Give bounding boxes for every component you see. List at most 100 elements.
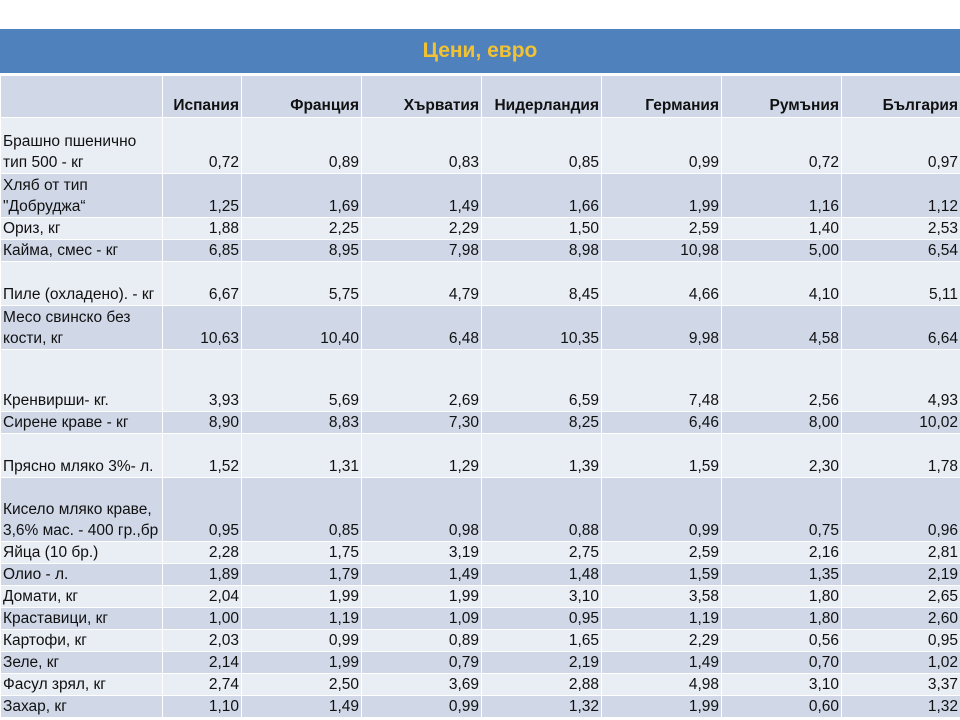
- price-cell: 1,49: [361, 563, 482, 586]
- product-name-cell: Захар, кг: [0, 695, 163, 718]
- price-cell: 3,93: [162, 349, 242, 412]
- price-cell: 0,75: [721, 477, 842, 542]
- price-cell: 2,50: [241, 673, 362, 696]
- price-cell: 10,98: [601, 239, 722, 262]
- price-cell: 8,95: [241, 239, 362, 262]
- price-cell: 4,58: [721, 305, 842, 350]
- price-cell: 1,65: [481, 629, 602, 652]
- price-cell: 4,93: [841, 349, 960, 412]
- price-cell: 2,65: [841, 585, 960, 608]
- product-name-cell: Прясно мляко 3%- л.: [0, 433, 163, 478]
- price-cell: 1,59: [601, 563, 722, 586]
- product-name-cell: Домати, кг: [0, 585, 163, 608]
- price-cell: 2,75: [481, 541, 602, 564]
- price-cell: 5,00: [721, 239, 842, 262]
- price-cell: 1,00: [162, 607, 242, 630]
- price-cell: 8,25: [481, 411, 602, 434]
- product-name-cell: Яйца (10 бр.): [0, 541, 163, 564]
- price-cell: 3,69: [361, 673, 482, 696]
- table-row: Картофи, кг 2,03 0,99 0,89 1,65 2,29 0,56 0,95: [0, 629, 960, 652]
- price-cell: 3,58: [601, 585, 722, 608]
- price-cell: 0,88: [481, 477, 602, 542]
- price-cell: 2,81: [841, 541, 960, 564]
- price-cell: 1,40: [721, 217, 842, 240]
- price-cell: 2,56: [721, 349, 842, 412]
- product-name-cell: Кисело мляко краве, 3,6% мас. - 400 гр.,…: [0, 477, 163, 542]
- column-header-spain: Испания: [162, 75, 242, 118]
- product-name-cell: Пиле (охладено). - кг: [0, 261, 163, 306]
- price-cell: 2,28: [162, 541, 242, 564]
- header-row: Испания Франция Хърватия Нидерландия Гер…: [0, 75, 960, 118]
- price-cell: 0,99: [601, 477, 722, 542]
- price-cell: 1,32: [841, 695, 960, 718]
- price-cell: 1,10: [162, 695, 242, 718]
- price-cell: 10,02: [841, 411, 960, 434]
- table-row: Ориз, кг 1,88 2,25 2,29 1,50 2,59 1,40 2,53: [0, 217, 960, 240]
- product-name-cell: Брашно пшенично тип 500 - кг: [0, 117, 163, 174]
- price-cell: 1,80: [721, 585, 842, 608]
- price-cell: 0,60: [721, 695, 842, 718]
- column-header-netherlands: Нидерландия: [481, 75, 602, 118]
- product-name-cell: Олио - л.: [0, 563, 163, 586]
- price-cell: 0,99: [361, 695, 482, 718]
- price-cell: 1,48: [481, 563, 602, 586]
- price-cell: 5,69: [241, 349, 362, 412]
- product-name-cell: Месо свинско без кости, кг: [0, 305, 163, 350]
- price-cell: 6,85: [162, 239, 242, 262]
- price-cell: 2,60: [841, 607, 960, 630]
- table-row: Кисело мляко краве, 3,6% мас. - 400 гр.,…: [0, 477, 960, 542]
- price-cell: 2,30: [721, 433, 842, 478]
- product-name-cell: Фасул зрял, кг: [0, 673, 163, 696]
- price-cell: 1,25: [162, 173, 242, 218]
- price-cell: 6,48: [361, 305, 482, 350]
- price-cell: 0,56: [721, 629, 842, 652]
- price-cell: 1,32: [481, 695, 602, 718]
- column-header-product: [0, 75, 163, 118]
- price-cell: 6,64: [841, 305, 960, 350]
- price-cell: 0,95: [162, 477, 242, 542]
- price-cell: 1,39: [481, 433, 602, 478]
- price-table: Испания Франция Хърватия Нидерландия Гер…: [0, 75, 960, 718]
- price-cell: 2,69: [361, 349, 482, 412]
- table-row: Фасул зрял, кг 2,74 2,50 3,69 2,88 4,98 3,10 3,…: [0, 673, 960, 696]
- price-cell: 0,83: [361, 117, 482, 174]
- table-row: Краставици, кг 1,00 1,19 1,09 0,95 1,19 1,80 2,…: [0, 607, 960, 630]
- price-cell: 1,52: [162, 433, 242, 478]
- price-cell: 8,98: [481, 239, 602, 262]
- title-bar: Цени, евро: [0, 29, 960, 73]
- price-cell: 0,89: [241, 117, 362, 174]
- table-row: Пиле (охладено). - кг 6,67 5,75 4,79 8,45 4,6…: [0, 261, 960, 306]
- price-cell: 1,99: [361, 585, 482, 608]
- price-cell: 0,97: [841, 117, 960, 174]
- table-row: Яйца (10 бр.) 2,28 1,75 3,19 2,75 2,59 2,16 2,8…: [0, 541, 960, 564]
- table-row: Домати, кг 2,04 1,99 1,99 3,10 3,58 1,80 2,65: [0, 585, 960, 608]
- price-cell: 1,50: [481, 217, 602, 240]
- price-cell: 1,16: [721, 173, 842, 218]
- product-name-cell: Кренвирши- кг.: [0, 349, 163, 412]
- column-header-croatia: Хърватия: [361, 75, 482, 118]
- price-cell: 0,72: [162, 117, 242, 174]
- price-cell: 1,89: [162, 563, 242, 586]
- price-cell: 0,85: [241, 477, 362, 542]
- price-cell: 1,99: [241, 651, 362, 674]
- price-cell: 2,19: [481, 651, 602, 674]
- price-cell: 0,99: [601, 117, 722, 174]
- price-cell: 0,79: [361, 651, 482, 674]
- price-cell: 2,19: [841, 563, 960, 586]
- price-cell: 1,49: [241, 695, 362, 718]
- page-title: Цени, евро: [422, 39, 538, 62]
- table-row: Сирене краве - кг 8,90 8,83 7,30 8,25 6,46 8,0…: [0, 411, 960, 434]
- price-cell: 2,29: [601, 629, 722, 652]
- price-cell: 1,99: [241, 585, 362, 608]
- price-cell: 1,79: [241, 563, 362, 586]
- price-cell: 0,70: [721, 651, 842, 674]
- price-cell: 1,19: [241, 607, 362, 630]
- price-cell: 2,16: [721, 541, 842, 564]
- price-cell: 0,99: [241, 629, 362, 652]
- price-cell: 3,19: [361, 541, 482, 564]
- price-cell: 2,74: [162, 673, 242, 696]
- price-cell: 1,19: [601, 607, 722, 630]
- price-cell: 1,99: [601, 173, 722, 218]
- price-cell: 10,63: [162, 305, 242, 350]
- price-cell: 1,31: [241, 433, 362, 478]
